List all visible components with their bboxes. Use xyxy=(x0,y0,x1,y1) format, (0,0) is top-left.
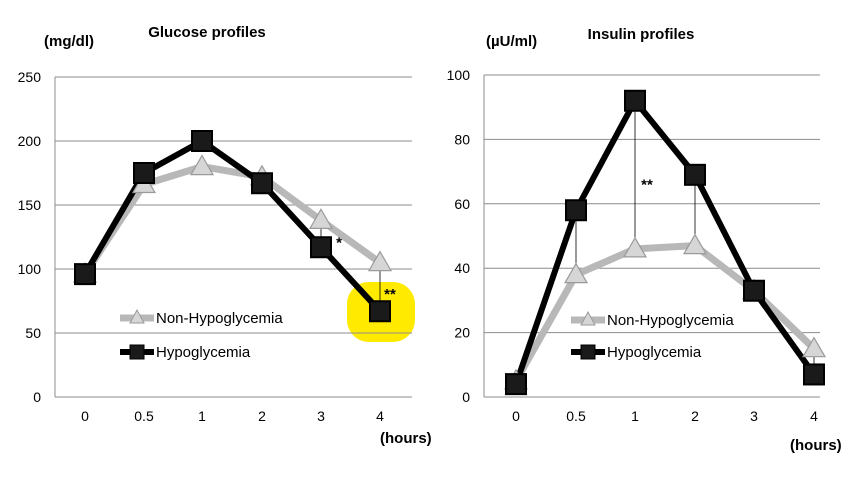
y-tick-label: 40 xyxy=(454,260,470,276)
y-tick-label: 20 xyxy=(454,325,470,341)
y-tick-label: 50 xyxy=(25,325,41,341)
data-point-hypoglycemia xyxy=(565,199,587,222)
series-line-hypoglycemia xyxy=(82,138,383,314)
x-tick-label: 0 xyxy=(512,408,520,424)
data-point-hypoglycemia xyxy=(505,373,527,396)
chart-title: Glucose profiles xyxy=(148,24,266,41)
data-point-hypoglycemia xyxy=(684,163,706,186)
significance-marker: * xyxy=(336,235,342,252)
series-line-hypoglycemia xyxy=(513,97,817,386)
data-point-hypoglycemia xyxy=(133,162,155,184)
legend-label: Non-Hypoglycemia xyxy=(156,310,283,327)
y-tick-label: 0 xyxy=(462,389,470,405)
data-point-non-hypoglycemia xyxy=(801,336,827,358)
y-tick-label: 60 xyxy=(454,196,470,212)
x-tick-label: 0 xyxy=(81,408,89,424)
data-point-hypoglycemia xyxy=(251,172,273,195)
y-tick-label: 150 xyxy=(18,197,42,213)
data-point-hypoglycemia xyxy=(369,300,391,323)
data-point-hypoglycemia xyxy=(310,236,332,259)
y-axis-unit-label: (mg/dl) xyxy=(44,33,94,50)
data-point-non-hypoglycemia xyxy=(189,154,215,176)
significance-marker: ** xyxy=(641,176,653,193)
x-tick-label: 1 xyxy=(198,408,206,424)
legend-marker-square xyxy=(129,344,145,360)
legend-marker-triangle xyxy=(580,310,596,326)
x-tick-label: 2 xyxy=(691,408,699,424)
legend-label: Hypoglycemia xyxy=(156,344,251,361)
x-tick-label: 0.5 xyxy=(134,408,154,424)
data-point-hypoglycemia xyxy=(743,279,765,302)
data-point-non-hypoglycemia xyxy=(563,262,589,284)
data-point-non-hypoglycemia xyxy=(682,233,708,255)
legend-label: Hypoglycemia xyxy=(607,344,702,361)
significance-marker: ** xyxy=(384,286,396,303)
y-tick-label: 200 xyxy=(18,133,42,149)
x-tick-label: 1 xyxy=(631,408,639,424)
legend-marker-triangle xyxy=(129,308,145,324)
data-point-non-hypoglycemia xyxy=(367,250,393,272)
y-axis-unit-label: (µU/ml) xyxy=(486,33,537,50)
y-tick-label: 100 xyxy=(447,67,471,83)
y-tick-label: 0 xyxy=(33,389,41,405)
chart-title: Insulin profiles xyxy=(588,26,695,43)
x-tick-label: 3 xyxy=(317,408,325,424)
data-point-hypoglycemia xyxy=(191,130,213,152)
data-point-non-hypoglycemia xyxy=(308,208,334,229)
x-tick-label: 0.5 xyxy=(566,408,586,424)
series-line-non-hypoglycemia xyxy=(82,163,383,277)
y-tick-label: 100 xyxy=(18,261,42,277)
x-axis-unit-label: (hours) xyxy=(380,430,432,447)
x-tick-label: 3 xyxy=(750,408,758,424)
y-tick-label: 80 xyxy=(454,131,470,147)
x-tick-label: 4 xyxy=(810,408,818,424)
data-point-hypoglycemia xyxy=(74,263,96,286)
data-point-hypoglycemia xyxy=(803,363,825,386)
data-point-hypoglycemia xyxy=(624,89,646,112)
legend-label: Non-Hypoglycemia xyxy=(607,312,734,329)
legend-marker-square xyxy=(580,344,596,360)
data-point-non-hypoglycemia xyxy=(622,236,648,258)
x-tick-label: 2 xyxy=(258,408,266,424)
y-tick-label: 250 xyxy=(18,69,42,85)
x-tick-label: 4 xyxy=(376,408,384,424)
x-axis-unit-label: (hours) xyxy=(790,437,842,454)
